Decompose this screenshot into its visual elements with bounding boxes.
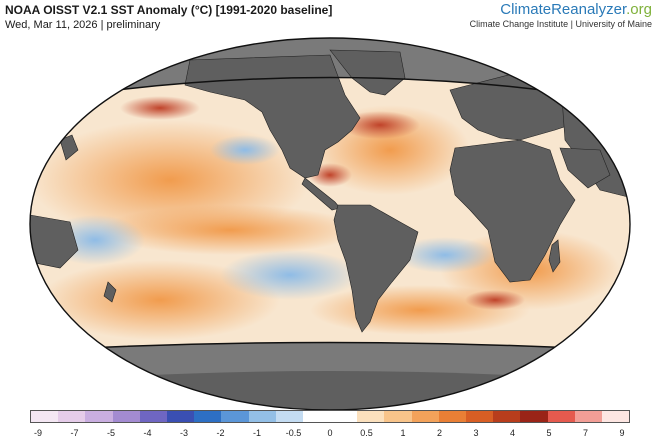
central-america-land xyxy=(301,177,341,211)
hot-anomaly-spot xyxy=(120,96,200,120)
legend-swatch xyxy=(438,411,466,422)
africa-land xyxy=(449,139,576,283)
legend-tick-label: -1 xyxy=(252,428,262,438)
legend-tick-label: -0.5 xyxy=(285,428,302,438)
legend-swatch xyxy=(58,411,86,422)
legend-tick-label: -2 xyxy=(216,428,225,438)
legend-swatch xyxy=(330,411,358,422)
legend-tick-label: 1 xyxy=(400,428,406,438)
legend-tick-label: 5 xyxy=(546,428,552,438)
legend-swatch xyxy=(466,411,494,422)
legend-swatch xyxy=(85,411,113,422)
legend-tick-label: 0.5 xyxy=(360,428,373,438)
legend-swatch xyxy=(411,411,439,422)
brand-tld: .org xyxy=(626,1,652,18)
legend-swatch xyxy=(31,411,59,422)
legend-swatch xyxy=(601,411,630,422)
legend-swatch xyxy=(574,411,602,422)
warm-anomaly-region xyxy=(40,260,280,340)
brand-name: ClimateReanalyzer xyxy=(500,1,627,18)
legend-tick-label: -3 xyxy=(179,428,189,438)
map-date: Wed, Mar 11, 2026 | preliminary xyxy=(5,19,161,31)
brand-affiliation: Climate Change Institute | University of… xyxy=(469,19,652,29)
cool-anomaly-region xyxy=(395,237,495,273)
legend-tick-label: -4 xyxy=(143,428,152,438)
antarctic-ice-edge xyxy=(44,341,616,351)
arabia-land xyxy=(559,147,611,189)
legend-swatch xyxy=(357,411,385,422)
legend-swatch xyxy=(221,411,249,422)
legend-swatch xyxy=(248,411,276,422)
legend-swatch xyxy=(302,411,331,422)
legend-swatch xyxy=(493,411,521,422)
legend-swatch xyxy=(194,411,222,422)
antarctica-land xyxy=(40,371,620,410)
legend-tick-label: 4 xyxy=(509,428,516,438)
color-legend-bar xyxy=(30,410,630,423)
brand-logo[interactable]: ClimateReanalyzer.org xyxy=(500,1,652,18)
legend-swatch xyxy=(275,411,303,422)
south-america-land xyxy=(333,204,419,333)
cool-anomaly-region xyxy=(220,250,360,300)
map-title: NOAA OISST V2.1 SST Anomaly (°C) [1991-2… xyxy=(5,3,333,17)
legend-swatch xyxy=(166,411,195,422)
color-legend-ticks: -9 -7 -5 -4 -3 -2 -1 -0.5 0 0.5 1 2 3 4 5 7 9 xyxy=(30,428,630,440)
legend-tick-label: 0 xyxy=(327,428,333,438)
legend-swatch xyxy=(520,411,548,422)
legend-swatch xyxy=(112,411,140,422)
legend-swatch xyxy=(139,411,167,422)
legend-tick-label: 7 xyxy=(582,428,589,438)
legend-tick-label: -9 xyxy=(33,428,43,438)
legend-swatch xyxy=(384,411,412,422)
australia-land xyxy=(30,214,79,269)
legend-tick-label: -7 xyxy=(70,428,79,438)
legend-tick-label: 2 xyxy=(436,428,443,438)
legend-tick-label: -5 xyxy=(106,428,116,438)
madagascar-land xyxy=(548,239,561,273)
legend-swatch xyxy=(547,411,575,422)
hot-anomaly-spot xyxy=(465,290,525,310)
cool-anomaly-region xyxy=(210,135,280,165)
new-zealand-land xyxy=(103,281,117,303)
warm-anomaly-region xyxy=(100,205,360,255)
legend-tick-label: 3 xyxy=(473,428,479,438)
legend-tick-label: 9 xyxy=(619,428,625,438)
japan-land xyxy=(59,134,79,161)
